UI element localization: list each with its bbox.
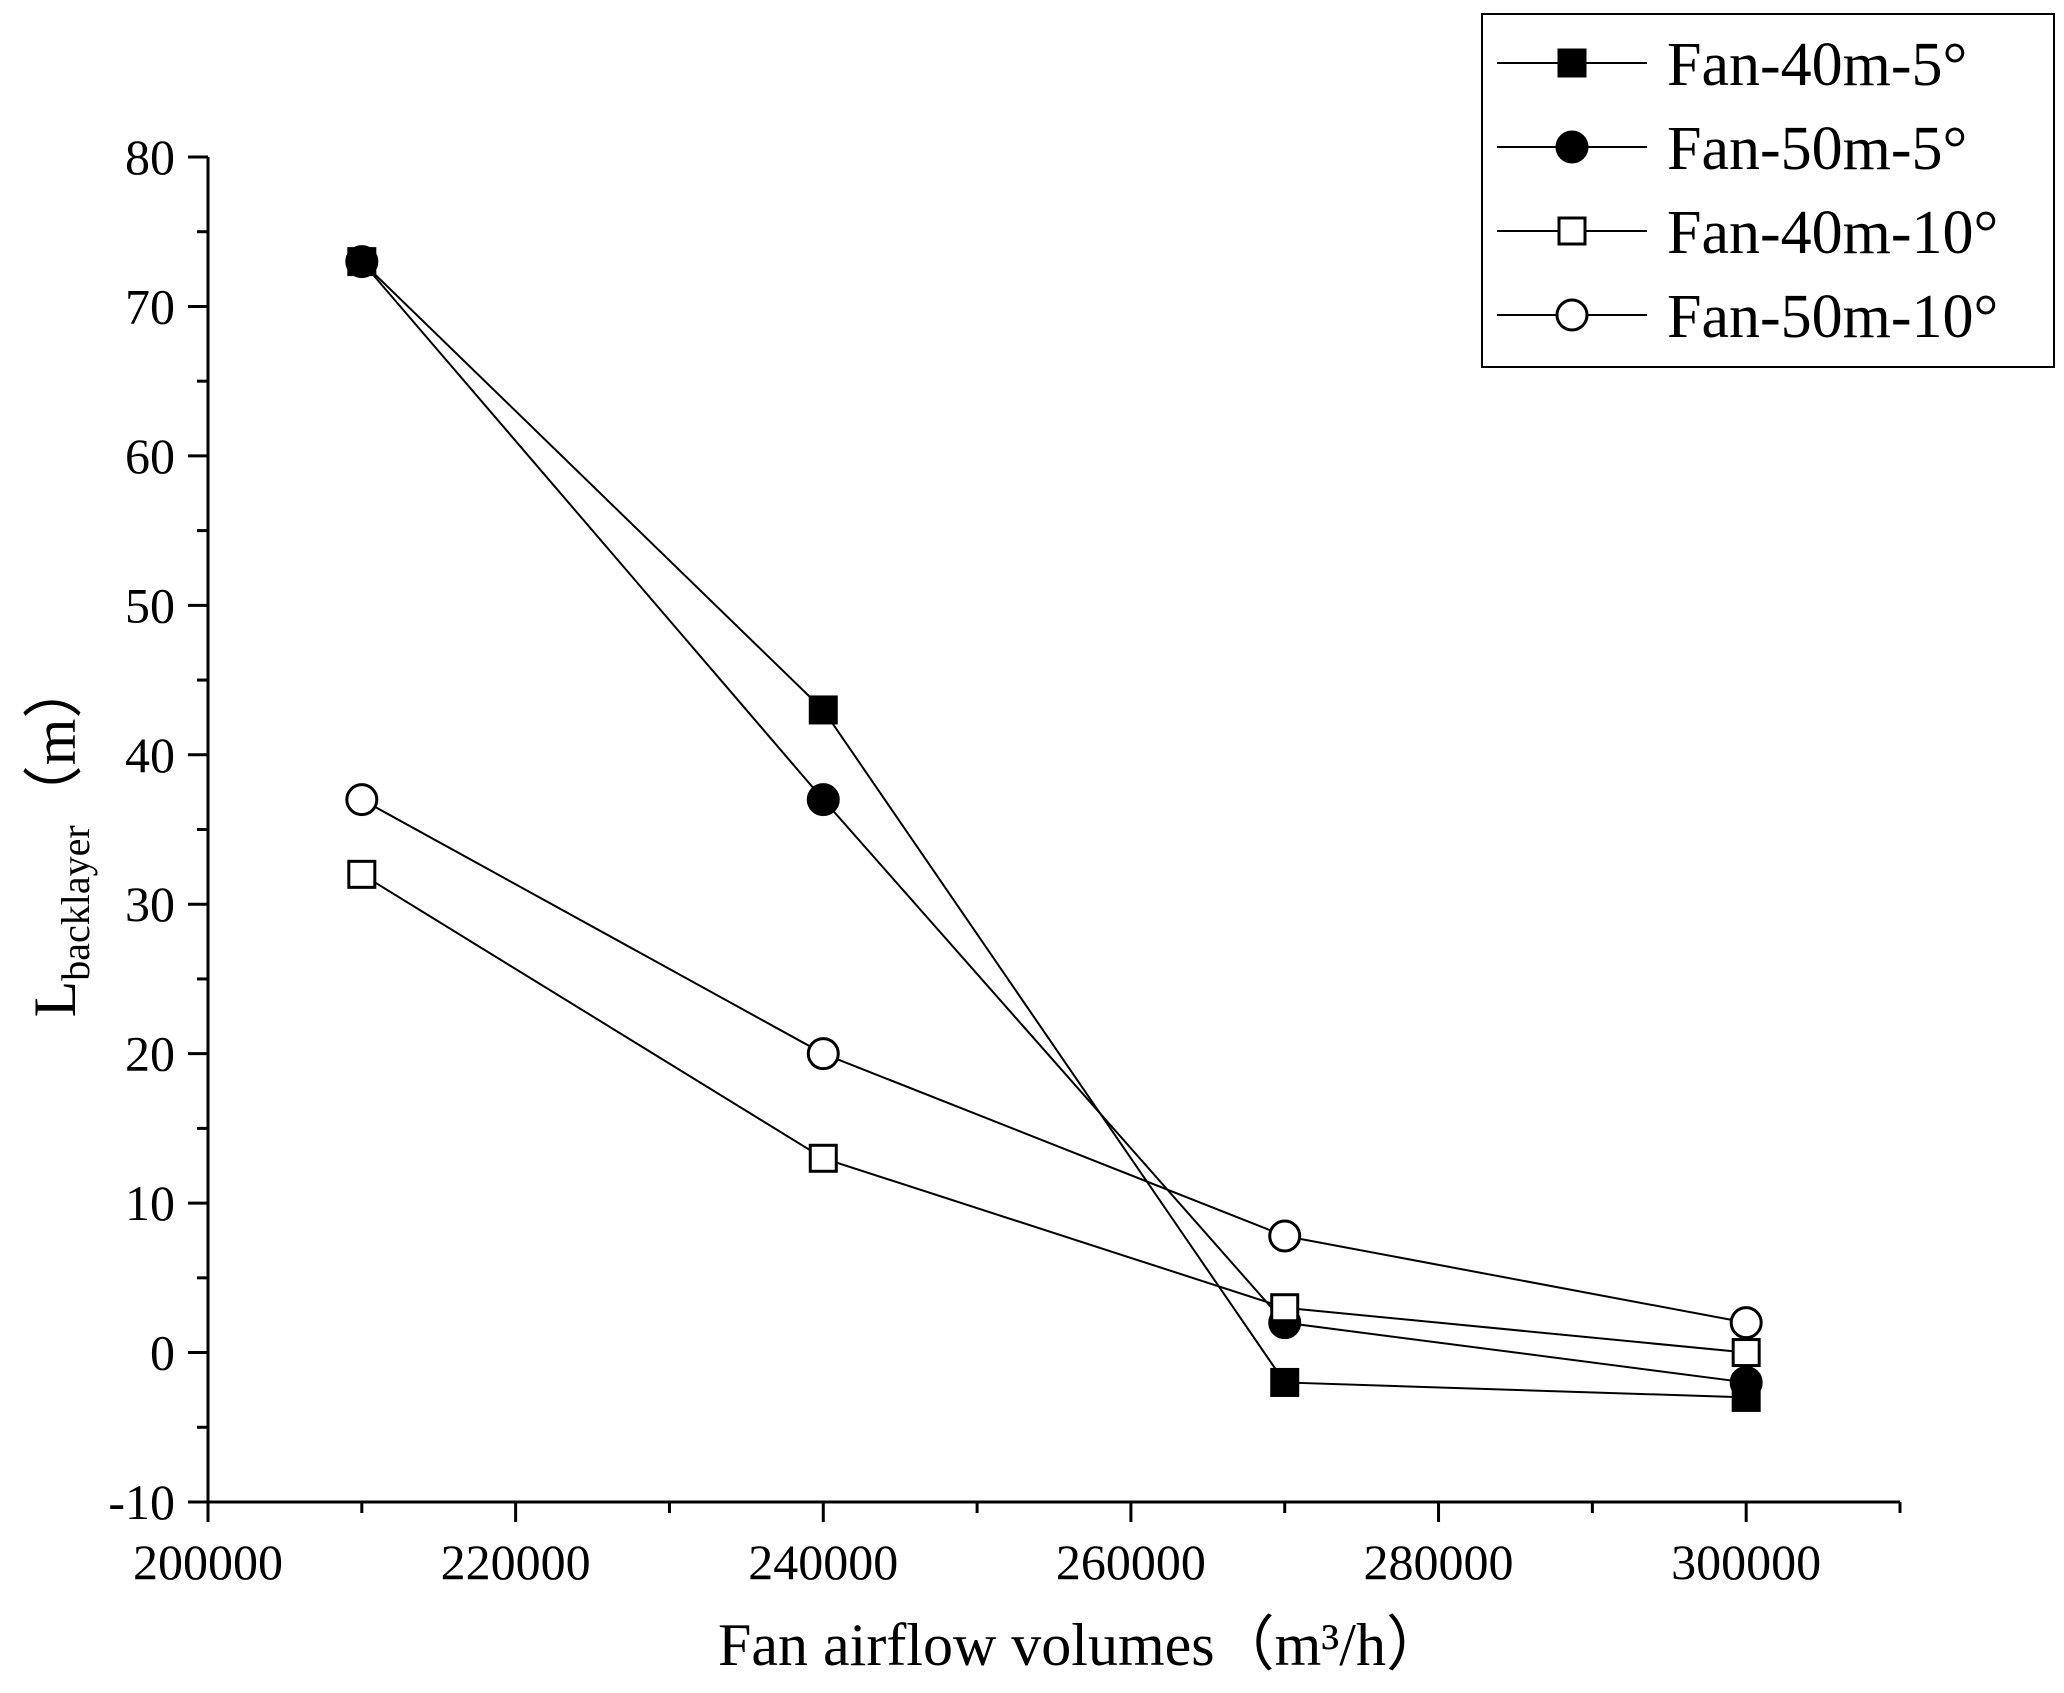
y-tick-label: 20 bbox=[125, 1026, 175, 1082]
legend-item: Fan-40m-5° bbox=[1497, 31, 1967, 99]
legend-item: Fan-50m-5° bbox=[1497, 115, 1967, 183]
square-marker bbox=[1731, 1338, 1761, 1368]
legend-item: Fan-40m-10° bbox=[1497, 199, 1998, 267]
legend-square-marker bbox=[1557, 48, 1587, 78]
x-tick-label: 280000 bbox=[1364, 1534, 1514, 1590]
x-tick-label: 220000 bbox=[441, 1534, 591, 1590]
y-tick-label: 70 bbox=[125, 278, 175, 334]
y-tick-label: 10 bbox=[125, 1175, 175, 1231]
circle-marker bbox=[1729, 1306, 1763, 1340]
circle-marker bbox=[806, 1037, 840, 1071]
square-marker bbox=[1270, 1367, 1300, 1397]
y-axis-title-main: L bbox=[22, 981, 88, 1018]
legend-circle-marker bbox=[1555, 130, 1589, 164]
y-tick-label: -10 bbox=[108, 1474, 175, 1530]
x-tick-label: 200000 bbox=[133, 1534, 283, 1590]
circle-marker bbox=[1268, 1219, 1302, 1253]
legend-label: Fan-50m-10° bbox=[1667, 283, 1998, 351]
circle-marker bbox=[1729, 1365, 1763, 1399]
series-2 bbox=[345, 245, 1763, 1399]
series-layer bbox=[345, 245, 1763, 1412]
x-tick-label: 240000 bbox=[748, 1534, 898, 1590]
legend-circle-marker bbox=[1555, 298, 1589, 332]
series-4 bbox=[345, 783, 1763, 1340]
y-tick-label: 50 bbox=[125, 577, 175, 633]
x-axis-title: Fan airflow volumes（m³/h） bbox=[718, 1612, 1446, 1678]
legend-item: Fan-50m-10° bbox=[1497, 283, 1998, 351]
y-tick-label: 30 bbox=[125, 876, 175, 932]
circle-marker bbox=[806, 783, 840, 817]
square-marker bbox=[808, 1143, 838, 1173]
y-tick-label: 40 bbox=[125, 727, 175, 783]
y-axis-title: Lbacklayer（m） bbox=[22, 659, 98, 1018]
series-line bbox=[361, 260, 1747, 1399]
square-marker bbox=[347, 859, 377, 889]
y-tick-label: 60 bbox=[125, 428, 175, 484]
legend-label: Fan-40m-5° bbox=[1667, 31, 1967, 99]
square-marker bbox=[808, 695, 838, 725]
y-axis-title-sub: backlayer bbox=[53, 825, 98, 980]
legend-label: Fan-50m-5° bbox=[1667, 115, 1967, 183]
series-3 bbox=[347, 859, 1761, 1368]
series-line bbox=[361, 798, 1747, 1324]
x-tick-label: 300000 bbox=[1671, 1534, 1821, 1590]
circle-marker bbox=[345, 245, 379, 279]
y-tick-label: 0 bbox=[150, 1325, 175, 1381]
y-tick-label: 80 bbox=[125, 129, 175, 185]
axes: -10 0 10 20 30 40 50 60 70 80 200000 220000 240000 26… bbox=[108, 129, 1902, 1590]
series-line bbox=[361, 873, 1747, 1354]
square-marker bbox=[1270, 1293, 1300, 1323]
legend-square-marker bbox=[1557, 216, 1587, 246]
legend: Fan-40m-5° Fan-50m-5° Fan-40m-10° Fan-50m-1… bbox=[1481, 13, 2055, 368]
series-line bbox=[361, 260, 1747, 1384]
series-1 bbox=[347, 247, 1761, 1412]
legend-label: Fan-40m-10° bbox=[1667, 199, 1998, 267]
circle-marker bbox=[345, 783, 379, 817]
y-axis-title-unit: （m） bbox=[22, 659, 88, 826]
x-tick-label: 260000 bbox=[1056, 1534, 1206, 1590]
